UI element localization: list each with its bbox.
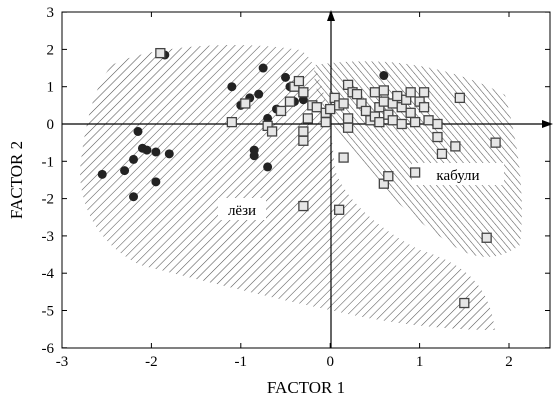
data-point-circle [133,126,143,136]
y-tick-label: 1 [47,80,55,96]
y-axis-label: FACTOR 2 [7,141,26,219]
data-point-square [383,171,394,182]
y-tick-label: -5 [42,304,55,320]
data-point-square [450,141,461,152]
x-axis-label: FACTOR 1 [267,378,345,397]
data-point-circle [298,95,308,105]
data-point-circle [249,151,259,161]
data-point-square [298,126,309,137]
data-point-square [302,113,314,124]
data-point-square [320,116,331,128]
data-point-square [275,105,287,117]
axis-ticks [61,11,550,349]
x-tick-label: -2 [145,354,158,370]
data-point-circle [129,154,139,164]
data-point-circle [151,177,161,187]
data-point-circle [227,82,237,92]
data-point-square [396,118,407,130]
y-tick-label: -2 [42,192,55,208]
x-tick-label: 0 [326,354,334,370]
data-point-square [387,115,398,126]
data-point-square [351,89,363,100]
data-point-circle [97,169,107,179]
y-tick-label: -1 [42,154,55,170]
data-point-square [432,118,443,130]
data-point-circle [120,166,130,176]
data-point-square [454,92,465,104]
data-point-circle [258,63,268,73]
data-point-square [409,167,421,178]
data-point-square [338,98,349,109]
data-point-square [311,102,322,113]
data-point-square [481,232,492,243]
data-point-square [369,87,381,98]
data-point-square [374,116,385,128]
data-point-square [418,102,430,113]
data-point-circle [254,89,264,99]
data-point-square [298,135,309,146]
data-point-square [392,90,403,102]
data-point-square [298,87,309,98]
data-point-square [436,148,448,159]
data-point-circle [281,72,290,82]
data-point-square [298,200,309,212]
x-tick-label: 1 [416,354,424,370]
y-arrow-icon [327,10,335,21]
data-point-circle [164,149,174,159]
data-point-circle [151,147,161,157]
data-point-square [342,122,354,133]
data-point-square [333,204,345,215]
data-point-square [418,87,430,98]
data-point-square [459,297,470,309]
data-point-square [284,96,296,107]
data-point-circle [142,145,152,155]
data-point-square [432,131,443,143]
x-tick-label: -1 [235,354,248,370]
region-a-hatch [80,45,495,330]
y-tick-label: 2 [47,42,55,58]
y-tick-label: 0 [47,117,55,133]
data-point-square [423,115,434,126]
y-tick-label: -3 [42,229,55,245]
data-point-square [325,103,336,115]
data-point-square [240,98,251,109]
data-point-square [342,113,354,124]
data-point-square [405,107,416,118]
x-tick-label: -3 [56,354,69,370]
annotation-region-a: лёзи [228,203,256,219]
y-tick-label: -4 [42,266,55,282]
tick-labels: -3 -2 -1 0 1 2 3 2 1 0 -1 -2 -3 -4 -5 -6 [42,5,513,370]
data-point-square [338,152,349,163]
data-point-square [360,105,372,117]
data-point-square [155,47,166,59]
data-point-circle [263,162,273,172]
x-tick-label: 2 [505,354,513,370]
data-point-square [409,116,421,128]
plot-frame [61,11,551,349]
data-point-circle [379,71,389,81]
data-point-square [490,137,501,148]
data-point-square [378,85,389,96]
data-point-square [405,87,416,98]
data-point-square [293,75,305,87]
data-point-square [226,116,238,128]
data-point-square [266,126,278,137]
data-point-circle [263,113,273,123]
data-points [97,47,501,309]
data-point-square [378,96,389,107]
y-tick-label: -6 [42,341,55,357]
annotation-region-b: кабули [436,168,479,184]
y-tick-label: 3 [47,5,55,21]
data-point-circle [129,192,139,202]
